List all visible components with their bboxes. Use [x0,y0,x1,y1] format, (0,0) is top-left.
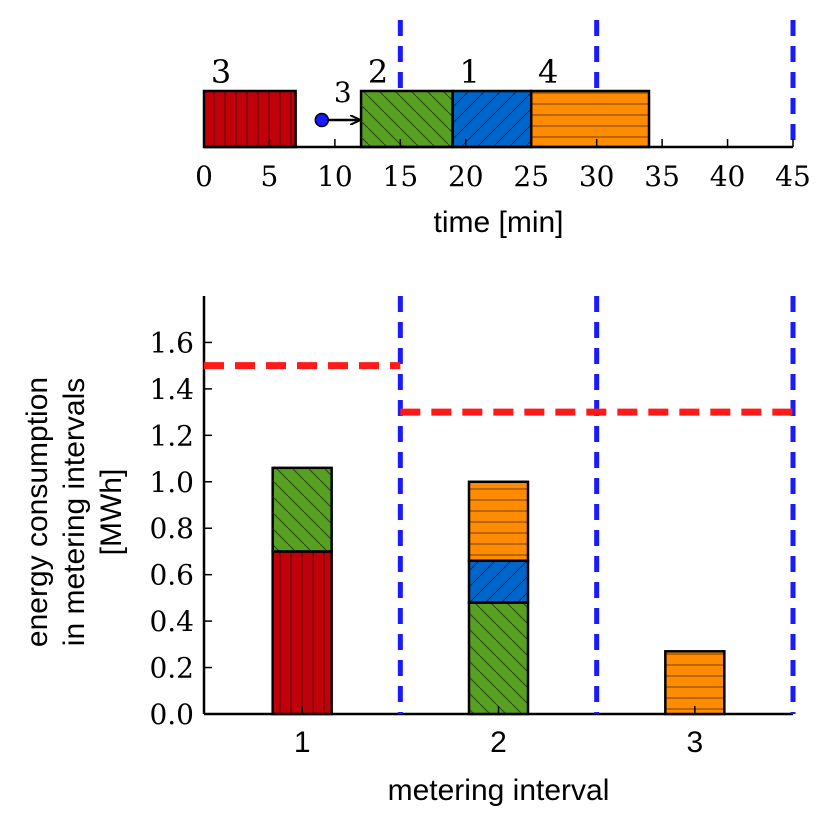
energy-y-tick-label-0.2: 0.2 [149,652,194,685]
energy-x-tick-label-3: 3 [686,726,703,759]
time-tick-label-40: 40 [710,160,746,193]
time-axis-label: time [min] [433,206,563,239]
task-label-1: 1 [460,53,480,91]
energy-y-tick-label-0.8: 0.8 [149,512,194,545]
energy-y-tick-label-0.4: 0.4 [149,605,194,638]
time-tick-label-15: 15 [383,160,419,193]
task-label-3: 3 [211,53,231,91]
metering-interval-axis-label: metering interval [388,774,610,807]
energy-y-tick-label-1.4: 1.4 [149,373,194,406]
energy-axis-label: energy consumption in metering intervals[… [21,377,128,647]
task-bar-hatch-3 [202,89,297,149]
time-tick-label-0: 0 [195,160,213,193]
task-label-4: 4 [538,53,558,91]
energy-axis-label-line-2: in metering intervals [58,378,91,646]
energy-panel: 0.0 0.2 0.4 0.6 0.8 1.0 1.2 1.4 1.6 1 2 3 metering… [21,296,796,807]
arrival-label: 3 [334,76,352,109]
energy-bar-hatch-2-task-4 [467,480,530,562]
energy-bar-hatch-1-task-2 [271,466,333,553]
energy-bars [271,466,726,716]
time-tick-label-20: 20 [448,160,484,193]
arrival-dot [314,112,330,128]
task-label-2: 2 [368,53,388,91]
energy-bar-hatch-2-task-2 [467,601,530,716]
time-tick-label-25: 25 [513,160,549,193]
energy-x-ticks: 1 2 3 [294,706,703,759]
energy-y-tick-label-0.0: 0.0 [149,698,194,731]
energy-y-tick-label-0.6: 0.6 [149,559,194,592]
energy-y-ticks: 0.0 0.2 0.4 0.6 0.8 1.0 1.2 1.4 1.6 [149,326,212,731]
energy-y-tick-label-1.6: 1.6 [149,326,194,359]
task-bar-hatch-4 [529,89,651,149]
time-tick-label-35: 35 [644,160,680,193]
energy-x-tick-label-2: 2 [490,726,507,759]
energy-limit-lines [204,362,793,416]
energy-axis-label-line-1: energy consumption [21,377,54,647]
energy-y-tick-label-1.2: 1.2 [149,419,194,452]
time-tick-label-45: 45 [775,160,811,193]
energy-y-tick-label-1.0: 1.0 [149,466,194,499]
task-bar-hatch-1 [451,89,533,149]
energy-axis-label-line-3: [MWh] [95,469,128,556]
task-bar-hatch-2 [359,89,454,149]
time-tick-label-10: 10 [317,160,353,193]
energy-x-tick-label-1: 1 [294,726,311,759]
time-axis-ticks: 0 5 10 15 20 25 30 35 40 45 [195,139,811,193]
energy-bar-hatch-1-task-3 [271,550,333,716]
time-tick-label-30: 30 [579,160,615,193]
energy-bar-hatch-2-task-1 [467,559,530,604]
time-tick-label-5: 5 [261,160,279,193]
interval-boundaries-lower [397,296,796,714]
arrival-marker: 3 [314,76,360,128]
energy-bar-hatch-3-task-4 [664,650,726,716]
